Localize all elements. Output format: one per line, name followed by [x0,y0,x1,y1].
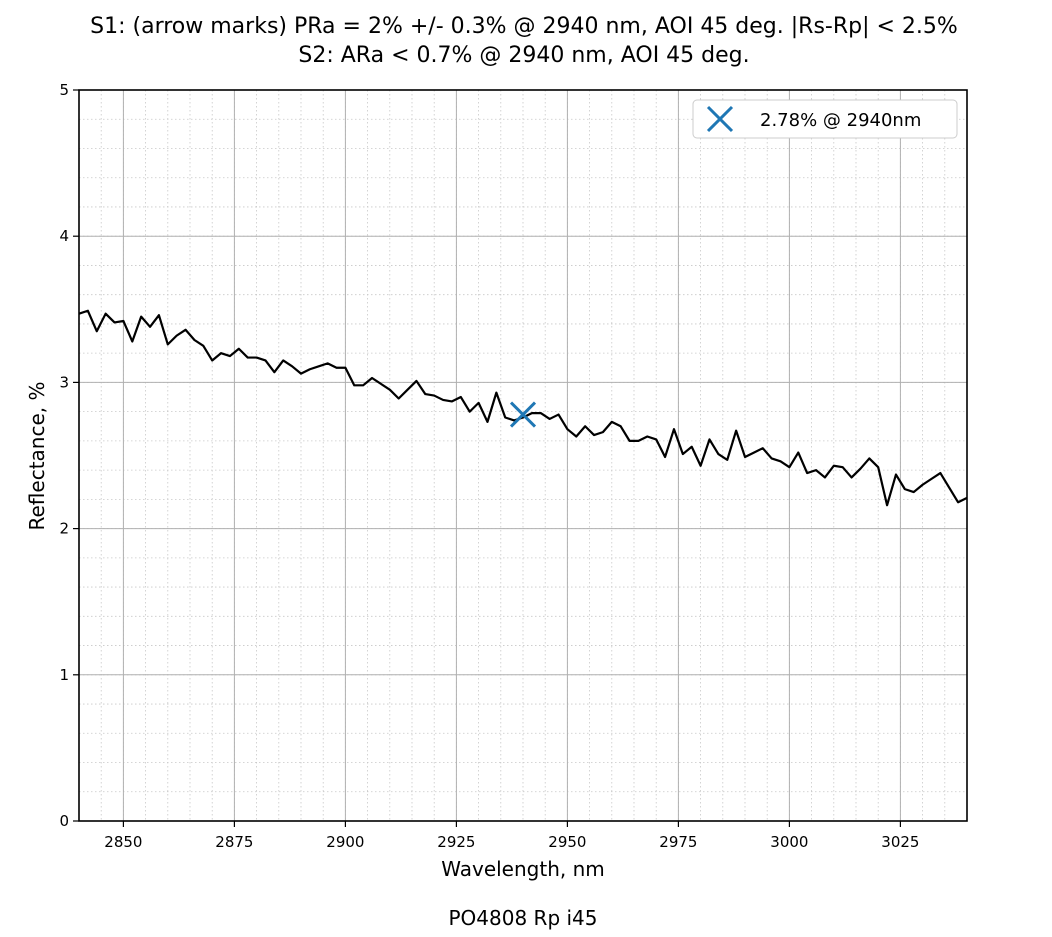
legend-label: 2.78% @ 2940nm [760,110,921,131]
x-tick-label: 2875 [215,833,253,851]
x-tick-label: 3000 [770,833,808,851]
x-tick-label: 2950 [548,833,586,851]
y-tick-label: 1 [59,666,69,684]
legend-box [692,99,958,139]
tick-layer: 2850 2875 2900 2925 2950 2975 3000 3025 0 1 2 3 4 5 [59,81,919,851]
y-axis-label: Reflectance, % [25,382,49,531]
chart-title-line-1: S1: (arrow marks) PRa = 2% +/- 0.3% @ 29… [90,14,958,39]
y-tick-label: 5 [59,81,69,99]
legend-x-stroke [706,105,734,133]
y-tick-label: 0 [59,812,69,830]
x-tick-label: 2900 [326,833,364,851]
marker-layer [509,401,537,428]
marker-x-icon [509,401,537,428]
x-tick-label: 3025 [881,833,919,851]
reflectance-series-line [78,309,968,507]
x-tick-label: 2975 [659,833,697,851]
chart-caption: PO4808 Rp i45 [448,906,597,930]
x-tick-label: 2925 [437,833,475,851]
chart-title-line-2: S2: ARa < 0.7% @ 2940 nm, AOI 45 deg. [298,43,749,68]
grid-layer [78,89,968,822]
series-layer [78,309,968,507]
x-tick-label: 2850 [104,833,142,851]
legend: 2.78% @ 2940nm [692,99,958,139]
y-tick-label: 2 [59,520,69,538]
legend-marker-icon [706,105,734,133]
marker-x-stroke [509,401,537,428]
plot-frame [78,89,968,822]
x-axis-label: Wavelength, nm [441,857,605,881]
y-tick-label: 4 [59,227,69,245]
y-tick-label: 3 [59,373,69,391]
